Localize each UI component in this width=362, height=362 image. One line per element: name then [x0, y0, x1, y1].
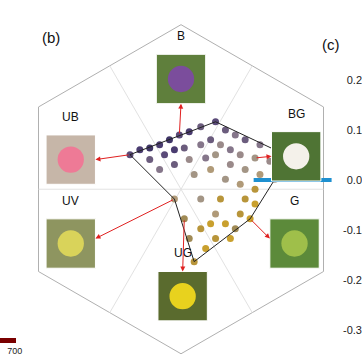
- svg-text:0.0: 0.0: [347, 174, 362, 186]
- svg-text:UB: UB: [62, 110, 79, 124]
- svg-text:G: G: [290, 194, 299, 208]
- svg-text:0.1: 0.1: [347, 124, 362, 136]
- svg-text:B: B: [177, 29, 185, 43]
- svg-text:BG: BG: [288, 107, 305, 121]
- svg-text:0.2: 0.2: [347, 74, 362, 86]
- svg-text:-0.3: -0.3: [343, 324, 362, 336]
- svg-text:-0.2: -0.2: [343, 274, 362, 286]
- svg-text:(c): (c): [322, 36, 340, 53]
- svg-text:UG: UG: [174, 246, 192, 260]
- svg-text:(b): (b): [42, 29, 60, 46]
- svg-text:-0.1: -0.1: [343, 224, 362, 236]
- svg-text:700: 700: [7, 346, 22, 356]
- svg-text:UV: UV: [62, 194, 79, 208]
